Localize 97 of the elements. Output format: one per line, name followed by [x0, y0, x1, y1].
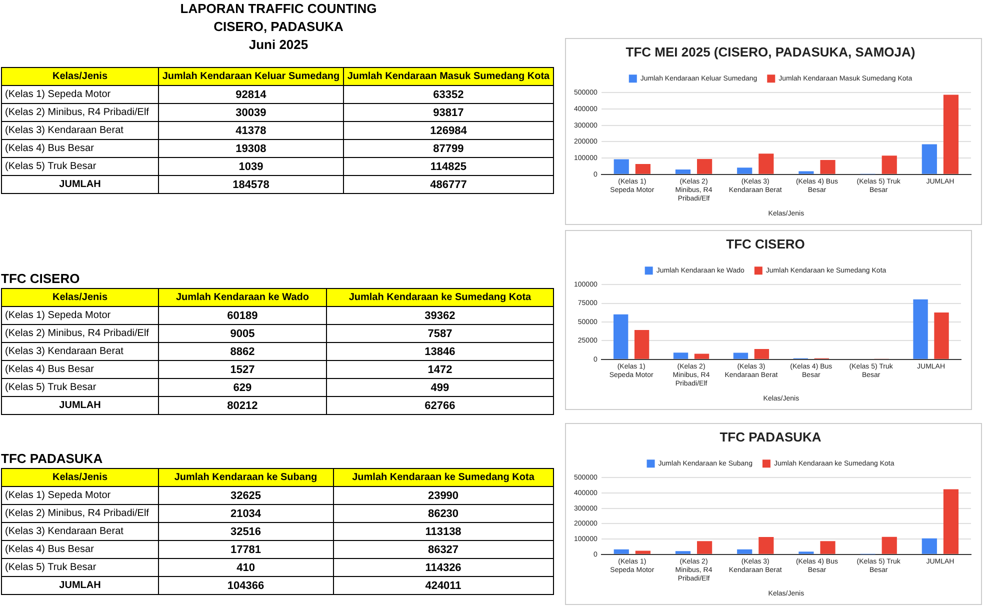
- bar: [737, 168, 752, 174]
- category-label: (Kelas 2) Minibus, R4 Pribadi/Elf: [2, 504, 158, 522]
- data-label: 410: [158, 558, 334, 576]
- text: CISERO, PADASUKA: [212, 18, 344, 36]
- data-label: 1039: [158, 158, 344, 176]
- text: Juni 2025: [248, 36, 310, 54]
- bar: [882, 156, 897, 174]
- bar: [733, 352, 748, 359]
- chart-title: TFC PADASUKA: [720, 429, 822, 444]
- data-label: 80212: [158, 396, 326, 414]
- bar: [798, 171, 814, 174]
- bar: [675, 169, 691, 174]
- category-label: (Kelas 2) Minibus, R4 Pribadi/Elf: [2, 324, 158, 342]
- data-label: 7587: [326, 324, 554, 342]
- category-label: (Kelas 1) Sepeda Motor: [2, 86, 158, 104]
- data-label: 63352: [343, 86, 554, 104]
- data-label: 86327: [333, 540, 554, 558]
- bar: [634, 330, 650, 359]
- data-label: 114326: [333, 558, 554, 576]
- category-label: JUMLAH: [2, 576, 158, 594]
- bar: [635, 550, 650, 554]
- bar: [737, 549, 752, 554]
- bar: [943, 489, 959, 554]
- data-label: 629: [158, 378, 326, 396]
- bar: [694, 354, 710, 359]
- text: Jumlah Kendaraan ke Wado: [158, 288, 326, 306]
- data-label: 114825: [343, 158, 554, 176]
- bar: [675, 551, 691, 554]
- data-label: 60189: [158, 306, 326, 324]
- category-label: (Kelas 2) Minibus, R4 Pribadi/Elf: [2, 104, 158, 122]
- bar: [673, 352, 688, 359]
- bar: [758, 537, 774, 554]
- data-label: 19308: [158, 140, 344, 158]
- bar: [820, 160, 836, 174]
- bar: [943, 94, 959, 174]
- text: TFC CISERO: [1, 270, 81, 288]
- bar: [820, 541, 836, 554]
- text: Kelas/Jenis: [2, 288, 158, 306]
- bar: [913, 299, 928, 359]
- category-label: (Kelas 4) Bus Besar: [2, 140, 158, 158]
- bar: [614, 159, 629, 174]
- data-label: 1472: [326, 360, 554, 378]
- bar: [754, 349, 770, 359]
- data-label: 8862: [158, 342, 326, 360]
- data-label: 9005: [158, 324, 326, 342]
- data-label: 30039: [158, 104, 344, 122]
- data-label: 41378: [158, 122, 344, 140]
- text: Jumlah Kendaraan ke Subang: [158, 468, 334, 486]
- bar: [697, 159, 712, 174]
- bar: [697, 541, 712, 554]
- data-label: 92814: [158, 86, 344, 104]
- data-label: 62766: [326, 396, 554, 414]
- text: Jumlah Kendaraan ke Sumedang Kota: [326, 288, 554, 306]
- data-label: 17781: [158, 540, 334, 558]
- bar: [758, 154, 774, 174]
- data-label: 1527: [158, 360, 326, 378]
- data-label: 39362: [326, 306, 554, 324]
- text: LAPORAN TRAFFIC COUNTING: [179, 0, 378, 18]
- data-label: 32516: [158, 522, 334, 540]
- chart-title: TFC CISERO: [726, 236, 805, 252]
- category-label: (Kelas 3) Kendaraan Berat: [2, 342, 158, 360]
- bar: [882, 536, 897, 554]
- data-label: 13846: [326, 342, 554, 360]
- data-label: 86230: [333, 504, 554, 522]
- data-label: 104366: [158, 576, 334, 594]
- text: Kelas/Jenis: [2, 468, 158, 486]
- text: TFC PADASUKA: [1, 450, 104, 468]
- data-label: 486777: [343, 176, 554, 194]
- data-label: 32625: [158, 486, 334, 504]
- category-label: (Kelas 4) Bus Besar: [2, 540, 158, 558]
- category-label: (Kelas 1) Sepeda Motor: [2, 486, 158, 504]
- data-label: 93817: [343, 104, 554, 122]
- text: Jumlah Kendaraan Masuk Sumedang Kota: [343, 68, 554, 86]
- category-label: (Kelas 3) Kendaraan Berat: [2, 522, 158, 540]
- data-label: 424011: [333, 576, 554, 594]
- text: Jumlah Kendaraan Keluar Sumedang: [158, 68, 344, 86]
- category-label: (Kelas 5) Truk Besar: [2, 378, 158, 396]
- bar: [614, 549, 629, 554]
- data-label: 113138: [333, 522, 554, 540]
- chart-title: TFC MEI 2025 (CISERO, PADASUKA, SAMOJA): [626, 44, 916, 60]
- category-label: (Kelas 3) Kendaraan Berat: [2, 122, 158, 140]
- bar: [922, 538, 937, 554]
- data-label: 184578: [158, 176, 344, 194]
- data-label: 21034: [158, 504, 334, 522]
- data-label: 23990: [333, 486, 554, 504]
- category-label: (Kelas 1) Sepeda Motor: [2, 306, 158, 324]
- data-label: 126984: [343, 122, 554, 140]
- bar: [934, 312, 949, 359]
- category-label: (Kelas 5) Truk Besar: [2, 158, 158, 176]
- category-label: JUMLAH: [2, 396, 158, 414]
- text: Kelas/Jenis: [2, 68, 158, 86]
- bar: [635, 164, 650, 174]
- text: Jumlah Kendaraan ke Sumedang Kota: [333, 468, 554, 486]
- data-label: 499: [326, 378, 554, 396]
- bar: [613, 314, 628, 359]
- bar: [922, 144, 937, 174]
- data-label: 87799: [343, 140, 554, 158]
